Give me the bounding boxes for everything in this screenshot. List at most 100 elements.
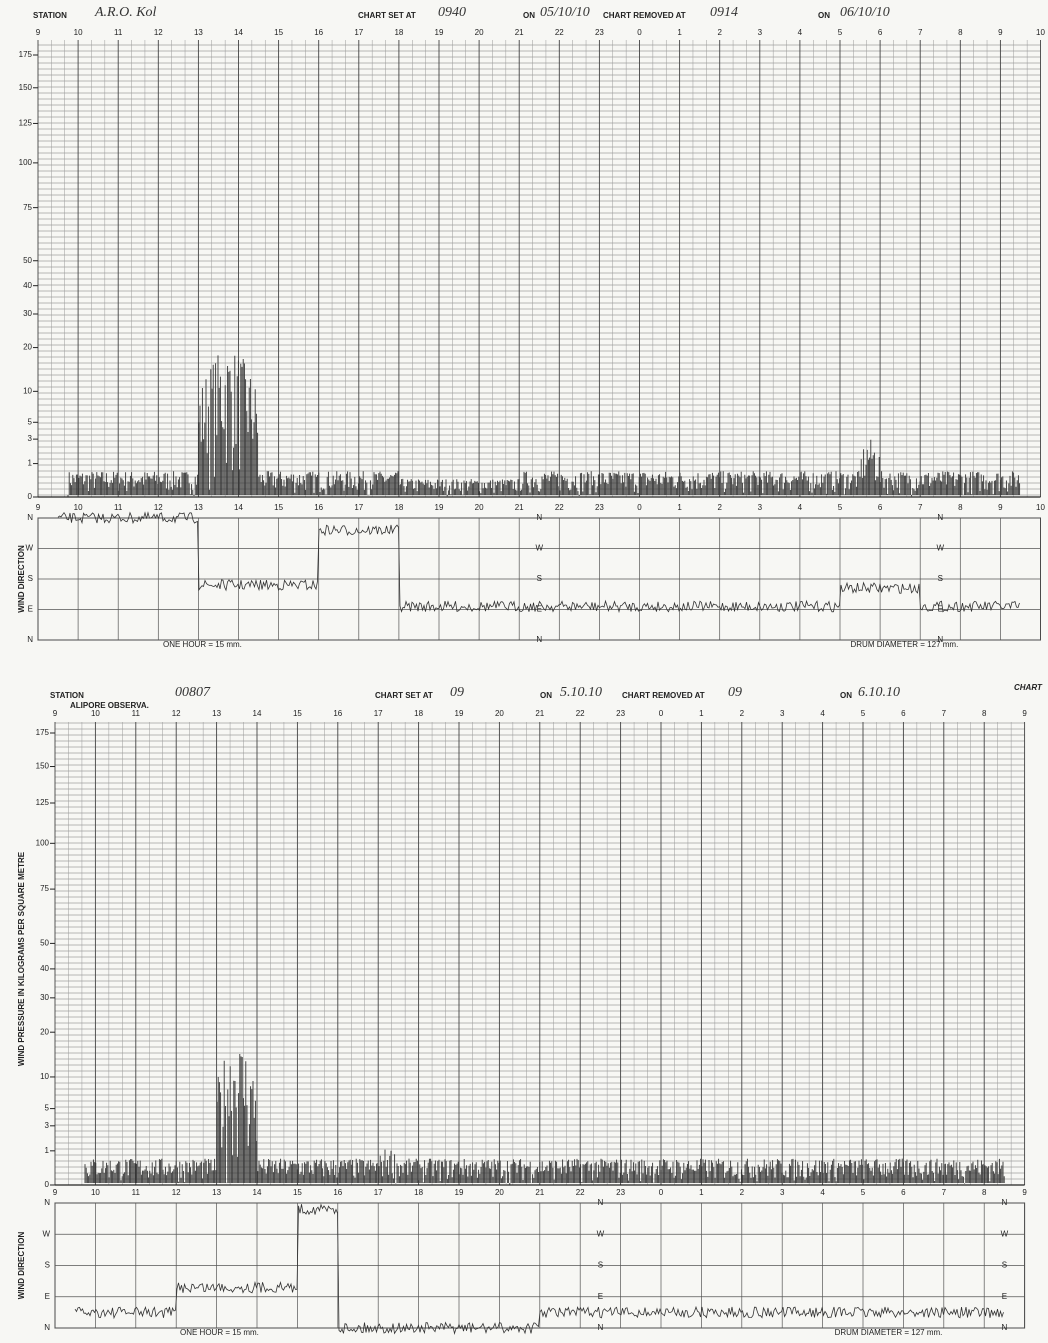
hour-label: 7 [942, 1188, 947, 1197]
hour-label: 11 [132, 709, 141, 718]
removed-label: CHART REMOVED AT [603, 11, 686, 20]
hour-label: 23 [595, 28, 604, 37]
direction-trace [57, 511, 1020, 614]
hour-label: 2 [740, 709, 745, 718]
hour-label: 7 [918, 503, 923, 512]
pressure-tick-label: 50 [23, 256, 32, 265]
set-label: CHART SET AT [375, 691, 433, 700]
pressure-tick-label: 75 [40, 884, 49, 893]
direction-label: W [597, 1229, 605, 1238]
hour-label: 8 [982, 1188, 987, 1197]
hour-label: 2 [717, 28, 722, 37]
hour-label: 10 [74, 503, 83, 512]
set-date: 5.10.10 [560, 685, 602, 700]
hour-label: 18 [394, 503, 403, 512]
hour-label: 20 [495, 709, 504, 718]
hour-label: 22 [555, 28, 564, 37]
removed-label: CHART REMOVED AT [622, 691, 705, 700]
hour-label: 9 [998, 503, 1003, 512]
pressure-tick-label: 0 [28, 492, 33, 501]
hour-label: 9 [1022, 709, 1027, 718]
direction-trace [74, 1203, 1004, 1335]
hour-label: 19 [455, 1188, 464, 1197]
pressure-tick-label: 5 [45, 1104, 50, 1113]
footer-left: ONE HOUR = 15 mm. [180, 1328, 259, 1337]
pressure-tick-label: 150 [36, 762, 50, 771]
hour-label: 14 [234, 28, 243, 37]
direction-label: E [45, 1292, 50, 1301]
hour-label: 10 [91, 709, 100, 718]
hour-label: 6 [901, 709, 906, 718]
hour-label: 20 [495, 1188, 504, 1197]
removed-on-label: ON [818, 11, 830, 20]
pressure-tick-label: 175 [19, 50, 33, 59]
direction-label: N [1002, 1198, 1008, 1207]
pressure-tick-label: 30 [23, 309, 32, 318]
hour-label: 3 [780, 1188, 785, 1197]
hour-label: 20 [475, 503, 484, 512]
hour-label: 4 [798, 28, 803, 37]
hour-label: 4 [820, 1188, 825, 1197]
hour-label: 8 [958, 503, 963, 512]
hour-label: 16 [314, 503, 323, 512]
station-label: STATION [33, 11, 67, 20]
hour-label: 8 [958, 28, 963, 37]
hour-label: 5 [838, 503, 843, 512]
direction-label: E [1002, 1292, 1007, 1301]
hour-label: 7 [918, 28, 923, 37]
direction-label: S [938, 574, 943, 583]
hour-label: 10 [91, 1188, 100, 1197]
hour-label: 5 [861, 709, 866, 718]
direction-label: N [1002, 1323, 1008, 1332]
hour-label: 10 [1036, 28, 1045, 37]
pressure-tick-label: 3 [45, 1121, 50, 1130]
hour-label: 16 [333, 1188, 342, 1197]
hour-label: 22 [576, 1188, 585, 1197]
removed-date: 6.10.10 [858, 685, 900, 700]
station: A.R.O. Kol [94, 5, 157, 20]
hour-label: 11 [132, 1188, 141, 1197]
on-label: ON [540, 691, 552, 700]
hour-label: 3 [758, 28, 763, 37]
hour-label: 13 [194, 503, 203, 512]
pressure-tick-label: 40 [23, 281, 32, 290]
direction-label: N [27, 635, 33, 644]
hour-label: 13 [212, 1188, 221, 1197]
hour-label: 19 [435, 503, 444, 512]
pressure-tick-label: 10 [40, 1072, 49, 1081]
hour-label: 23 [616, 1188, 625, 1197]
hour-label: 13 [194, 28, 203, 37]
hour-label: 15 [274, 503, 283, 512]
hour-label: 9 [36, 503, 41, 512]
direction-label: S [45, 1261, 50, 1270]
pressure-tick-label: 20 [40, 1027, 49, 1036]
hour-label: 19 [455, 709, 464, 718]
hour-label: 11 [114, 503, 123, 512]
hour-label: 13 [212, 709, 221, 718]
direction-label: N [44, 1323, 50, 1332]
direction-label: W [42, 1229, 50, 1238]
hour-label: 9 [53, 709, 58, 718]
hour-label: 21 [535, 1188, 544, 1197]
pressure-tick-label: 20 [23, 343, 32, 352]
hour-label: 5 [861, 1188, 866, 1197]
hour-label: 2 [717, 503, 722, 512]
hour-label: 17 [354, 28, 363, 37]
hour-label: 0 [659, 1188, 664, 1197]
direction-label: S [28, 574, 33, 583]
direction-axis-label: WIND DIRECTION [17, 1232, 26, 1300]
hour-label: 6 [878, 503, 883, 512]
hour-label: 6 [901, 1188, 906, 1197]
hour-label: 16 [314, 28, 323, 37]
set-time: 09 [450, 685, 464, 700]
hour-label: 22 [555, 503, 564, 512]
removed-date: 06/10/10 [840, 5, 890, 20]
hour-label: 18 [414, 709, 423, 718]
hour-label: 1 [677, 28, 682, 37]
hour-label: 21 [515, 503, 524, 512]
station-sub: ALIPORE OBSERVA. [70, 701, 149, 710]
hour-label: 14 [253, 709, 262, 718]
hour-label: 21 [535, 709, 544, 718]
